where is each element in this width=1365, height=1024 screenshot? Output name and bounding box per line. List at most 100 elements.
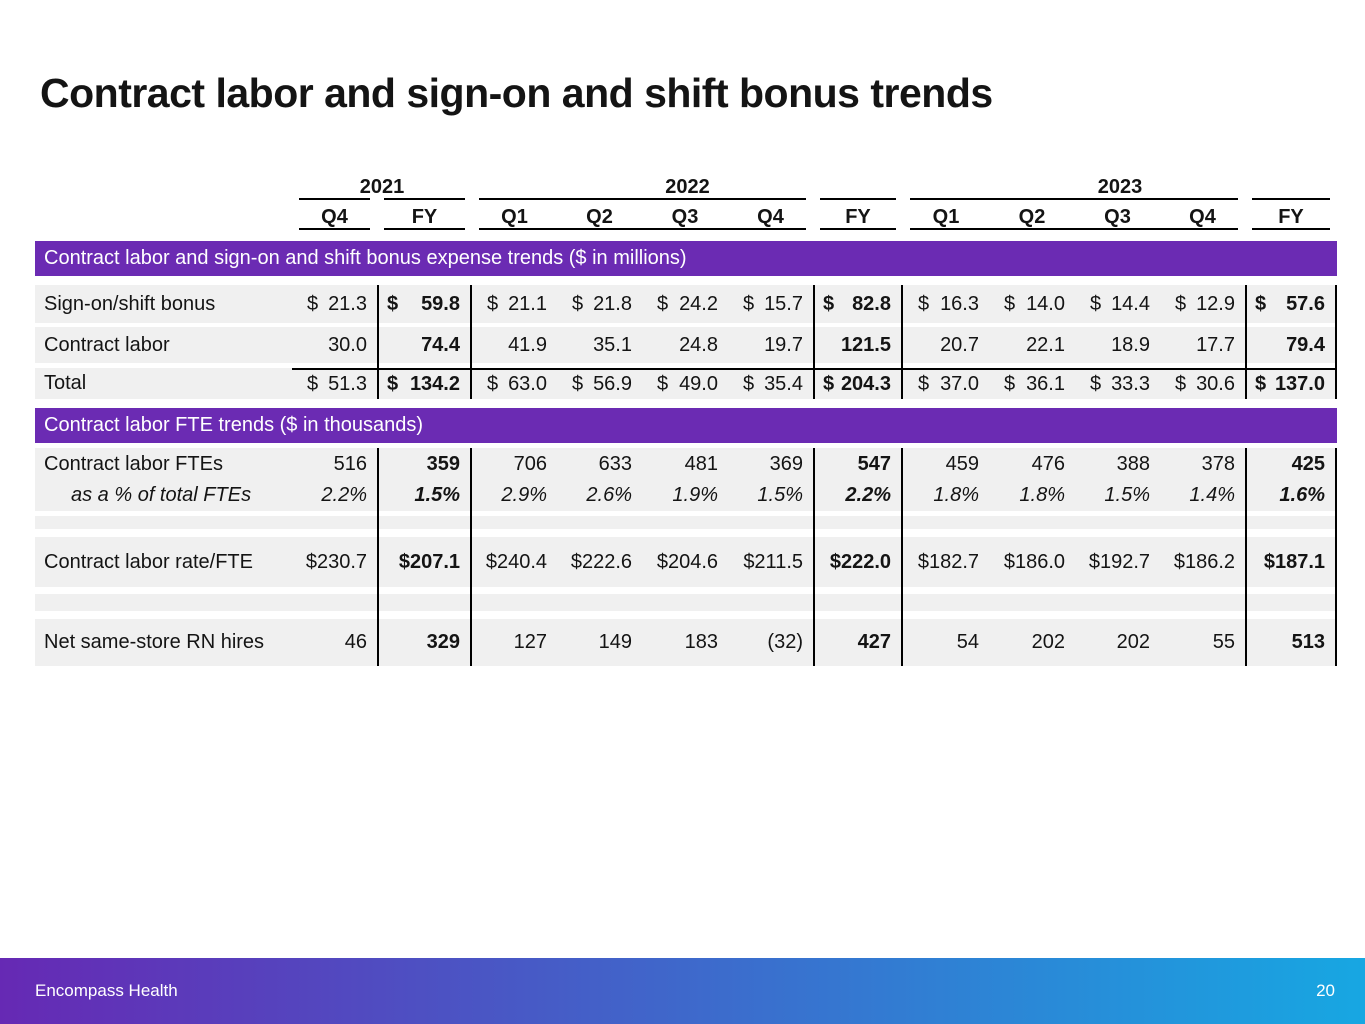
spacer-cell [1245, 529, 1337, 537]
quarter-label: Q1 [501, 206, 528, 228]
spacer-cell [292, 516, 377, 529]
table-header-years: 2021 2022 2023 [35, 176, 1337, 200]
spacer-cell [813, 516, 903, 529]
spacer-cell [557, 516, 642, 529]
value-cell: 481 [684, 452, 718, 475]
spacer-cell [377, 511, 472, 516]
table-row: Contract labor FTEs 516 359 706 633 481 369 547… [35, 448, 1337, 480]
quarter-label: Q2 [1018, 206, 1046, 228]
currency-symbol: $ [918, 292, 930, 315]
value-text: 15.7 [764, 292, 803, 315]
value-cell: 22.1 [1026, 333, 1065, 356]
value-cell: $134.2 [377, 368, 472, 399]
spacer-cell [813, 611, 903, 619]
header-underline [820, 228, 896, 230]
spacer-cell [35, 529, 292, 537]
value-cell: 2.2% [813, 480, 903, 511]
spacer-cell [813, 363, 903, 368]
spacer-cell [377, 529, 472, 537]
currency-symbol: $ [918, 373, 930, 395]
table-row: Total $51.3 $134.2 $63.0 $56.9 $49.0 $35.4 $204… [35, 368, 1337, 399]
currency-symbol: $ [1004, 292, 1016, 315]
quarter-label: Q1 [932, 206, 960, 228]
value-cell: 1.5% [377, 480, 472, 511]
currency-symbol: $ [823, 292, 835, 315]
spacer-cell [557, 276, 642, 285]
value-cell: 41.9 [508, 333, 547, 356]
spacer-cell [728, 594, 813, 611]
value-cell: $182.7 [917, 550, 979, 573]
section-fte-header: Contract labor FTE trends ($ in thousand… [35, 408, 1337, 443]
spacer-cell [1245, 587, 1337, 594]
spacer-cell [903, 611, 989, 619]
spacer-cell [377, 611, 472, 619]
value-cell: $51.3 [292, 368, 377, 399]
value-cell: $192.7 [1088, 550, 1150, 573]
spacer-cell [813, 276, 903, 285]
spacer-cell [903, 276, 989, 285]
spacer-cell [1245, 276, 1337, 285]
spacer-cell [292, 611, 377, 619]
value-cell: 425 [1245, 448, 1337, 480]
spacer-cell [1245, 516, 1337, 529]
value-text: 51.3 [328, 373, 367, 395]
spacer-row [35, 511, 1337, 516]
value-cell: $12.9 [1160, 285, 1245, 323]
table-row: as a % of total FTEs 2.2% 1.5% 2.9% 2.6% 1.9%… [35, 480, 1337, 511]
spacer-cell [1075, 276, 1160, 285]
value-cell: 1.5% [757, 484, 803, 506]
spacer-cell [472, 611, 557, 619]
value-cell: $82.8 [813, 285, 903, 323]
spacer-cell [1075, 594, 1160, 611]
value-cell: $35.4 [728, 368, 813, 399]
quarter-label: Q4 [1189, 206, 1216, 228]
row-label: as a % of total FTEs [71, 484, 252, 506]
value-cell: $24.2 [642, 285, 728, 323]
value-cell: $204.6 [656, 550, 718, 573]
value-text: 134.2 [409, 373, 460, 395]
spacer-cell [1245, 363, 1337, 368]
spacer-cell [642, 516, 728, 529]
value-cell: 459 [945, 452, 979, 475]
header-underline [299, 228, 370, 230]
spacer-cell [1160, 276, 1245, 285]
value-cell: 1.8% [1019, 484, 1065, 506]
spacer-cell [903, 587, 989, 594]
quarter-label: FY [845, 206, 871, 228]
value-cell: 35.1 [593, 333, 632, 356]
spacer-cell [1245, 611, 1337, 619]
spacer-cell [813, 587, 903, 594]
table-row: Contract labor 30.0 74.4 41.9 35.1 24.8 19.7 12… [35, 327, 1337, 363]
spacer-row [35, 587, 1337, 594]
year-label: 2021 [359, 176, 405, 198]
header-underline [479, 198, 806, 200]
value-text: 82.8 [852, 292, 891, 315]
value-cell: 1.5% [1104, 484, 1150, 506]
spacer-row [35, 611, 1337, 619]
spacer-cell [472, 594, 557, 611]
value-text: 36.1 [1026, 373, 1065, 395]
value-cell: $37.0 [903, 368, 989, 399]
spacer-cell [557, 594, 642, 611]
spacer-cell [35, 611, 292, 619]
quarter-label: Q3 [671, 206, 699, 228]
value-cell: $211.5 [743, 550, 803, 573]
spacer-cell [1075, 516, 1160, 529]
value-cell: 202 [1116, 631, 1150, 653]
value-cell: $14.4 [1075, 285, 1160, 323]
currency-symbol: $ [823, 373, 835, 395]
spacer-cell [989, 587, 1075, 594]
row-label: Contract labor rate/FTE [44, 550, 253, 573]
value-cell: $137.0 [1245, 368, 1337, 399]
currency-symbol: $ [572, 292, 584, 315]
spacer-row [35, 323, 1337, 327]
value-text: 12.9 [1196, 292, 1235, 315]
currency-symbol: $ [487, 373, 499, 395]
currency-symbol: $ [572, 373, 584, 395]
value-cell: $57.6 [1245, 285, 1337, 323]
spacer-cell [728, 611, 813, 619]
value-text: 30.6 [1196, 373, 1235, 395]
value-cell: 30.0 [328, 333, 367, 356]
spacer-cell [557, 587, 642, 594]
spacer-cell [813, 511, 903, 516]
